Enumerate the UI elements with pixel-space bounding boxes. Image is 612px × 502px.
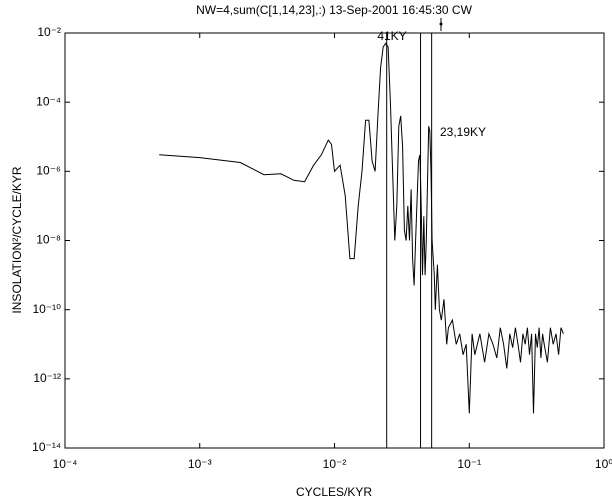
x-axis-label: CYCLES/KYR [296,485,372,499]
y-tick-label: 10⁻⁸ [36,233,61,247]
y-axis-label: INSOLATION²/CYCLE/KYR [10,166,24,313]
y-tick-label: 10⁻⁶ [36,164,61,178]
annotation: 41KY [377,29,406,43]
x-tick-label: 10⁻² [323,457,347,471]
x-tick-label: 10⁻⁴ [53,457,78,471]
x-tick-label: 10⁻¹ [457,457,481,471]
chart-title: NW=4,sum(C[1,14,23],:) 13-Sep-2001 16:45… [196,3,472,17]
y-tick-label: 10⁻¹⁴ [32,440,61,454]
y-tick-label: 10⁻⁴ [36,94,61,108]
y-tick-label: 10⁻¹² [33,371,61,385]
plot-frame [64,32,605,449]
annotation: 23,19KY [440,125,486,139]
y-tick-label: 10⁻² [37,25,61,39]
x-tick-label: 10⁻³ [188,457,212,471]
series-line [159,42,564,414]
y-tick-label: 10⁻¹⁰ [33,302,62,316]
bandwidth-dot [439,22,443,26]
x-tick-label: 10⁰ [595,457,612,471]
